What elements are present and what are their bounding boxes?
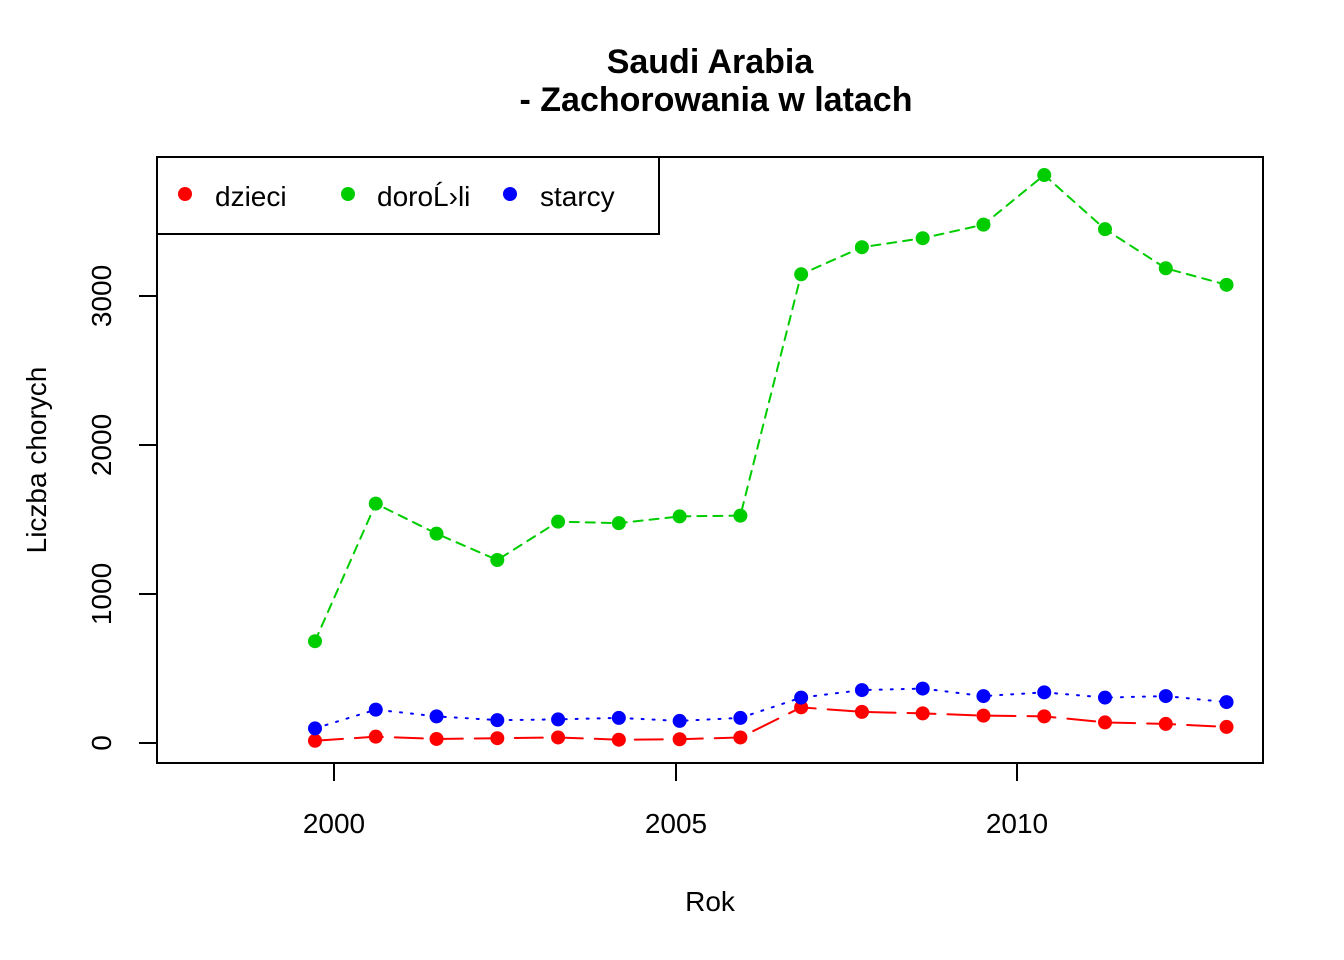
legend-starcy-label: starcy (540, 181, 615, 212)
data-point-starcy-2005 (733, 710, 748, 725)
data-point-starcy-1998 (308, 721, 322, 736)
data-point-doro-li-2012 (1158, 261, 1173, 276)
series-line-doro-li (314, 173, 1228, 643)
data-point-doro-li-1998 (308, 634, 322, 649)
data-point-dzieci-2008 (915, 706, 930, 721)
data-point-doro-li-2008 (915, 231, 930, 246)
data-point-doro-li-2010 (1037, 168, 1052, 183)
legend-dzieci-label: dzieci (215, 181, 287, 212)
y-tick-label-0: 0 (86, 735, 117, 751)
legend-box (156, 156, 660, 235)
data-point-dzieci-2012 (1158, 716, 1173, 731)
chart-title: Saudi Arabia (607, 43, 815, 81)
y-tick-label-2000: 2000 (86, 414, 117, 476)
data-point-starcy-2012 (1158, 689, 1173, 704)
data-point-doro-li-2002 (551, 514, 566, 529)
data-point-starcy-2008 (915, 681, 930, 696)
data-point-doro-li-2011 (1098, 222, 1112, 237)
data-point-starcy-2000 (429, 709, 444, 724)
data-point-dzieci-2007 (854, 704, 869, 719)
series-layer (308, 168, 1234, 748)
legend-dorosli-label: doroĹ›li (377, 181, 470, 212)
series-line-starcy (314, 687, 1228, 730)
data-point-starcy-2010 (1037, 685, 1052, 700)
data-point-starcy-2004 (672, 713, 687, 728)
x-tick-label-2005: 2005 (645, 808, 707, 839)
data-point-dzieci-2004 (672, 732, 687, 747)
data-point-doro-li-2003 (611, 516, 626, 531)
data-point-dzieci-1998 (308, 733, 322, 748)
x-axis-label: Rok (685, 886, 736, 917)
data-point-doro-li-2004 (672, 509, 687, 524)
y-tick-label-3000: 3000 (86, 265, 117, 327)
data-point-starcy-2002 (551, 712, 566, 727)
data-point-starcy-2011 (1098, 690, 1112, 705)
data-point-dzieci-2009 (976, 708, 991, 723)
legend-starcy-marker (503, 187, 517, 201)
y-axis-label: Liczba chorych (21, 367, 52, 554)
data-point-starcy-2003 (611, 710, 626, 725)
data-point-dzieci-2011 (1098, 715, 1112, 730)
data-point-dzieci-2006 (794, 700, 809, 715)
data-point-starcy-2006 (794, 690, 809, 705)
data-point-doro-li-2005 (733, 508, 748, 523)
data-point-dzieci-2000 (429, 731, 444, 746)
data-point-doro-li-1999 (368, 496, 383, 511)
data-point-starcy-1999 (368, 702, 383, 717)
data-point-starcy-2001 (490, 713, 505, 728)
data-point-dzieci-2010 (1037, 709, 1052, 724)
x-tick-label-2010: 2010 (986, 808, 1048, 839)
y-tick-label-1000: 1000 (86, 563, 117, 625)
data-point-dzieci-1999 (368, 729, 383, 744)
data-point-starcy-2013 (1219, 695, 1234, 710)
legend-dzieci-marker (178, 187, 192, 201)
data-point-starcy-2007 (854, 683, 869, 698)
data-point-starcy-2009 (976, 689, 991, 704)
data-point-dzieci-2002 (551, 730, 566, 745)
legend: dzieci doroĹ›li starcy (156, 156, 660, 235)
data-point-dzieci-2013 (1219, 719, 1234, 734)
data-point-doro-li-2006 (794, 267, 809, 282)
x-tick-label-2000: 2000 (303, 808, 365, 839)
data-point-dzieci-2005 (733, 730, 748, 745)
data-point-doro-li-2000 (429, 526, 444, 541)
data-point-dzieci-2003 (611, 732, 626, 747)
data-point-doro-li-2013 (1219, 277, 1234, 292)
data-point-dzieci-2001 (490, 731, 505, 746)
data-point-doro-li-2001 (490, 553, 505, 567)
data-point-doro-li-2009 (976, 217, 991, 232)
chart-subtitle: - Zachorowania w latach (520, 81, 913, 119)
data-point-doro-li-2007 (854, 240, 869, 255)
series-line-dzieci (314, 706, 1228, 742)
chart-axes: 2000 2005 2010 0 1000 2000 3000 (86, 265, 1048, 839)
plot-area-border (156, 156, 1264, 764)
legend-dorosli-marker (341, 187, 355, 201)
